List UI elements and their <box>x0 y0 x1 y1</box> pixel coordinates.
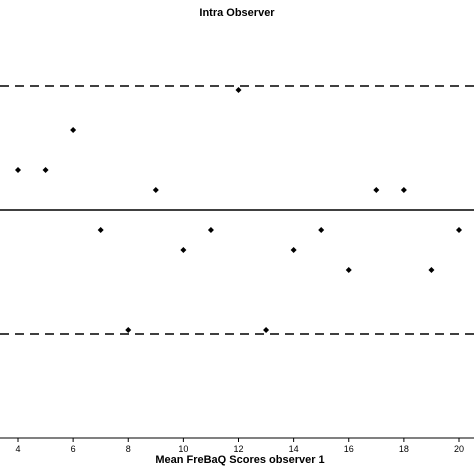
data-point <box>235 87 242 93</box>
data-point <box>180 247 187 253</box>
data-point <box>152 187 159 193</box>
data-points <box>15 87 462 333</box>
data-point <box>97 227 104 233</box>
x-axis-label: Mean FreBaQ Scores observer 1 <box>155 454 324 466</box>
data-point <box>15 167 21 173</box>
data-point <box>428 267 435 273</box>
data-point <box>70 127 77 133</box>
x-tick-label: 8 <box>126 444 131 454</box>
x-tick-label: 18 <box>399 444 409 454</box>
chart-title: Intra Observer <box>199 7 275 19</box>
data-point <box>263 327 270 333</box>
data-point <box>318 227 325 233</box>
data-point <box>373 187 380 193</box>
x-tick-label: 6 <box>71 444 76 454</box>
x-axis-ticks: 4 6 8 10 12 14 16 18 20 <box>15 438 464 454</box>
x-tick-label: 12 <box>233 444 243 454</box>
data-point <box>42 167 49 173</box>
x-tick-label: 4 <box>15 444 20 454</box>
x-tick-label: 10 <box>178 444 188 454</box>
x-tick-label: 14 <box>289 444 299 454</box>
data-point <box>290 247 297 253</box>
data-point <box>125 327 132 333</box>
data-point <box>207 227 214 233</box>
data-point <box>400 187 407 193</box>
data-point <box>345 267 352 273</box>
x-tick-label: 20 <box>454 444 464 454</box>
x-tick-label: 16 <box>344 444 354 454</box>
data-point <box>456 227 462 233</box>
reference-lines <box>0 85 474 335</box>
